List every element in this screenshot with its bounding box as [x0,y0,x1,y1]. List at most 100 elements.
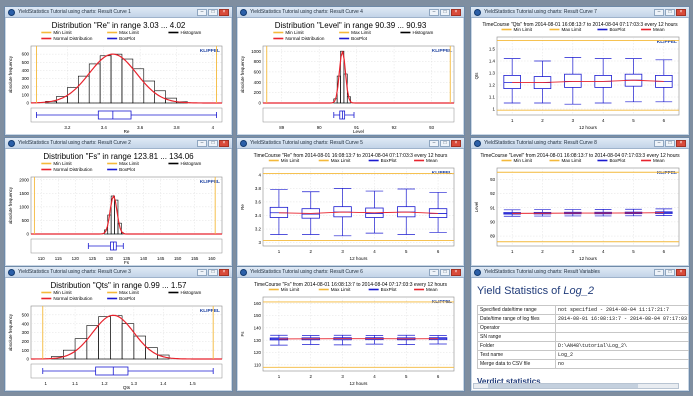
close-icon[interactable]: × [451,140,461,147]
window-title: YieldStatistics Tutorial using charts: R… [250,9,363,15]
close-icon[interactable]: × [676,269,686,276]
window-result-curve-8[interactable]: YieldStatistics Tutorial using charts: R… [470,137,690,267]
legend-max-limit: Max Limit [351,30,371,35]
x-axis-label: Re [124,129,130,134]
titlebar[interactable]: YieldStatistics Tutorial using charts: R… [471,7,689,18]
y-tick-label: 130 [254,338,262,343]
row-value: D:\AN48\tutorial\Log_2\ [555,341,689,351]
y-tick-label: 100 [22,92,30,97]
mean-line [278,211,439,214]
window-result-curve-5[interactable]: YieldStatistics Tutorial using charts: R… [236,137,465,267]
minimize-icon[interactable]: – [429,140,439,147]
maximize-icon[interactable]: □ [208,140,218,147]
x-tick-label: 5 [405,374,408,379]
app-icon [474,269,481,276]
titlebar[interactable]: YieldStatistics Tutorial using charts: R… [237,267,464,278]
window-result-variables[interactable]: YieldStatistics Tutorial using charts: R… [470,266,690,392]
verdict-heading[interactable]: Verdict statistics [477,377,541,386]
maximize-icon[interactable]: □ [208,269,218,276]
close-icon[interactable]: × [676,9,686,16]
app-icon [474,9,481,16]
titlebar[interactable]: YieldStatistics Tutorial using charts: R… [5,138,232,149]
close-icon[interactable]: × [219,9,229,16]
chart: Distribution "Re" in range 3.03 ... 4.02… [8,21,223,134]
titlebar[interactable]: YieldStatistics Tutorial using charts: R… [5,267,232,278]
row-value [555,332,689,342]
maximize-icon[interactable]: □ [665,140,675,147]
chart-title: Distribution "Qts" in range 0.99 ... 1.5… [51,281,188,290]
x-tick-label: 3.6 [137,125,144,130]
minimize-icon[interactable]: – [654,269,664,276]
x-tick-label: 6 [437,374,440,379]
window-result-curve-3[interactable]: YieldStatistics Tutorial using charts: R… [4,266,233,392]
y-tick-label: 1.4 [489,59,496,64]
plot-area [262,45,455,104]
legend-min-limit: Min Limit [53,161,72,166]
legend-boxplot: BoxPlot [119,296,136,301]
maximize-icon[interactable]: □ [440,140,450,147]
y-tick-label: 300 [22,330,30,335]
titlebar[interactable]: YieldStatistics Tutorial using charts: R… [237,138,464,149]
maximize-icon[interactable]: □ [665,269,675,276]
minimize-icon[interactable]: – [654,9,664,16]
y-axis-label: absolute frequency [8,313,13,351]
x-axis-label: Qts [123,385,131,390]
y-tick-label: 3 [259,240,262,245]
maximize-icon[interactable]: □ [440,269,450,276]
minimize-icon[interactable]: – [197,269,207,276]
minimize-icon[interactable]: – [429,9,439,16]
legend-normal-distribution: Normal Distribution [53,296,93,301]
plot-area [262,167,455,247]
window-result-curve-2[interactable]: YieldStatistics Tutorial using charts: R… [4,137,233,267]
x-tick-label: 92 [392,125,397,130]
legend-normal-distribution: Normal Distribution [53,167,93,172]
window-result-curve-6[interactable]: YieldStatistics Tutorial using charts: R… [236,266,465,392]
close-icon[interactable]: × [451,269,461,276]
minimize-icon[interactable]: – [197,140,207,147]
row-key: Specified date/time range [477,305,556,315]
y-tick-label: 91 [490,205,495,210]
horizontal-scrollbar[interactable] [473,383,679,389]
y-tick-label: 3.8 [255,186,262,191]
row-value: 2014-08-01 16:08:13:7 - 2014-08-04 07:17… [555,314,689,324]
legend-min-limit: Min Limit [285,30,304,35]
histogram-bar [157,354,170,360]
table-row: Test name Log_2 [477,350,689,360]
y-tick-label: 1.5 [489,47,496,52]
y-tick-label: 4 [259,172,262,177]
window-result-curve-7[interactable]: YieldStatistics Tutorial using charts: R… [470,6,690,136]
titlebar[interactable]: YieldStatistics Tutorial using charts: R… [471,138,689,149]
x-tick-label: 3 [572,249,575,254]
x-tick-label: 4 [602,249,605,254]
minimize-icon[interactable]: – [654,140,664,147]
scrollbar-thumb[interactable] [488,384,638,388]
titlebar[interactable]: YieldStatistics Tutorial using charts: R… [237,7,464,18]
chart: TimeCourse "Level" from 2014-08-01 16:08… [474,153,680,261]
window-title: YieldStatistics Tutorial using charts: R… [484,269,600,275]
y-axis-label: absolute frequency [8,186,13,224]
window-result-curve-4[interactable]: YieldStatistics Tutorial using charts: R… [236,6,465,136]
histogram-bar [145,347,158,360]
legend-normal-distribution: Normal Distribution [285,36,325,41]
close-icon[interactable]: × [451,9,461,16]
window-result-curve-1[interactable]: YieldStatistics Tutorial using charts: R… [4,6,233,136]
y-tick-label: 92 [490,191,495,196]
chart-title: TimeCourse "Qts" from 2014-08-01 16:08:1… [482,22,678,28]
legend-histogram: Histogram [180,30,201,35]
close-icon[interactable]: × [219,140,229,147]
titlebar[interactable]: YieldStatistics Tutorial using charts: R… [5,7,232,18]
minimize-icon[interactable]: – [197,9,207,16]
minimize-icon[interactable]: – [429,269,439,276]
x-tick-label: 160 [208,256,216,261]
maximize-icon[interactable]: □ [208,9,218,16]
normal-distribution-curve [30,314,222,360]
close-icon[interactable]: × [676,140,686,147]
titlebar[interactable]: YieldStatistics Tutorial using charts: R… [471,267,689,278]
window-title: YieldStatistics Tutorial using charts: R… [250,140,363,146]
y-tick-label: 800 [254,59,262,64]
table-row: Date/time range of log files 2014-08-01 1… [477,314,689,324]
chart: TimeCourse "Re" from 2014-08-01 16:08:13… [240,153,455,261]
maximize-icon[interactable]: □ [440,9,450,16]
close-icon[interactable]: × [219,269,229,276]
maximize-icon[interactable]: □ [665,9,675,16]
